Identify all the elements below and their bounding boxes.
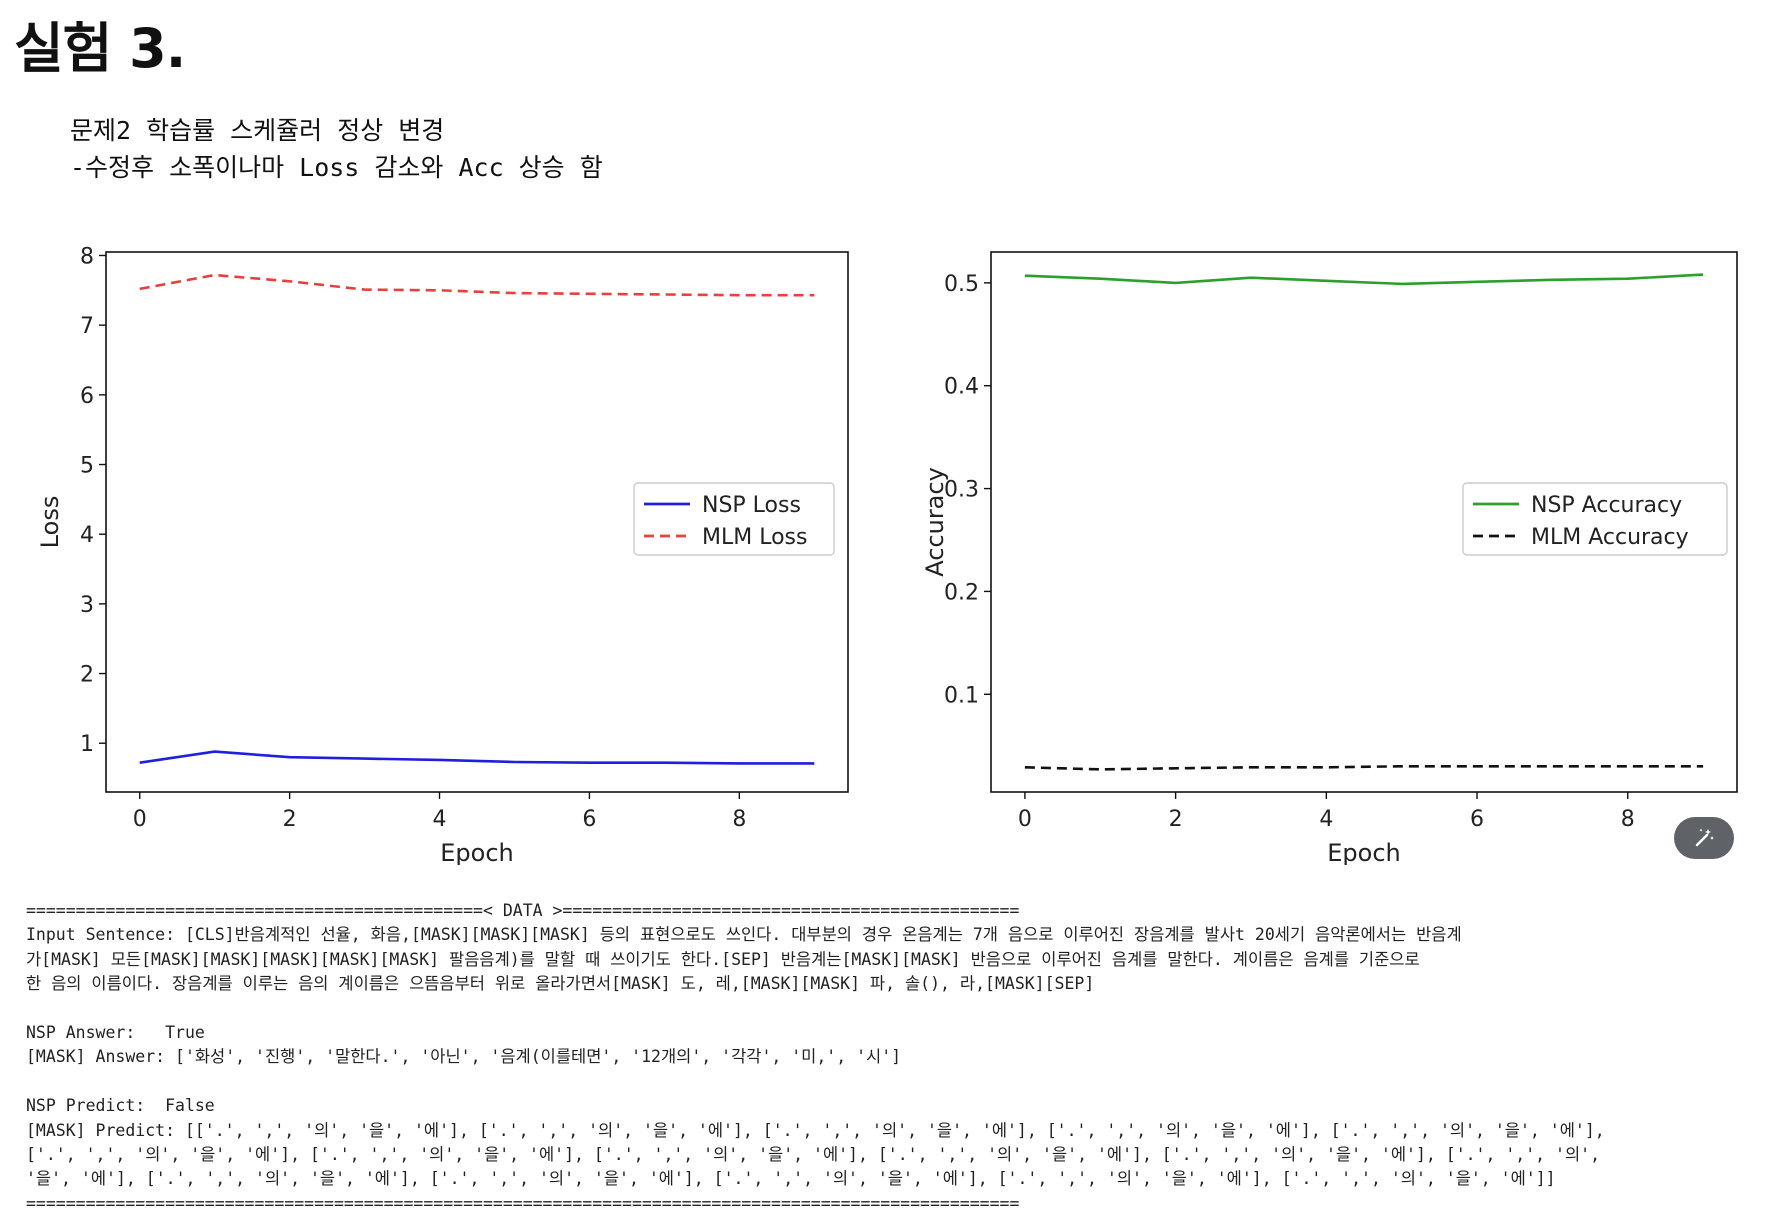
console-line: Input Sentence: [CLS]반음계적인 선율, 화음,[MASK]… bbox=[26, 925, 1462, 945]
legend-entry: MLM Loss bbox=[702, 525, 807, 550]
series-line-nsp-loss bbox=[139, 750, 815, 765]
y-tick-label: 0.5 bbox=[944, 272, 979, 297]
console-line bbox=[26, 997, 1756, 1021]
y-tick-label: 1 bbox=[80, 732, 94, 757]
console-line: ['.', ',', '의', '을', '에'], ['.', ',', '의… bbox=[26, 1144, 1601, 1164]
y-tick-label: 6 bbox=[80, 384, 94, 409]
console-line: ========================================… bbox=[26, 901, 1020, 920]
console-line: '을', '에'], ['.', ',', '의', '을', '에'], ['… bbox=[26, 1169, 1556, 1189]
x-tick-label: 2 bbox=[1169, 807, 1183, 832]
x-tick-label: 8 bbox=[732, 807, 746, 832]
accuracy-chart: 0 2 4 6 8 0.1 0.2 0.3 0.4 0.5 Epoch Accuracy NSP Acc… bbox=[921, 251, 1738, 865]
y-tick-label: 2 bbox=[80, 663, 94, 688]
x-tick-label: 0 bbox=[1018, 807, 1032, 832]
x-tick-label: 0 bbox=[133, 807, 147, 832]
plot-frame bbox=[990, 251, 1738, 793]
note-line-2: -수정후 소폭이나마 Loss 감소와 Acc 상승 함 bbox=[70, 153, 603, 182]
console-output: ========================================… bbox=[26, 899, 1756, 1216]
legend-entry: NSP Accuracy bbox=[1531, 493, 1682, 518]
x-tick-label: 2 bbox=[283, 807, 297, 832]
console-line bbox=[26, 1070, 1756, 1094]
y-tick-label: 8 bbox=[80, 244, 94, 269]
x-tick-label: 4 bbox=[1319, 807, 1333, 832]
console-line: 한 음의 이름이다. 장음계를 이루는 음의 계이름은 으뜸음부터 위로 올라가… bbox=[26, 974, 1095, 994]
loss-chart: 0 2 4 6 8 1 2 3 4 5 6 7 8 Epoch Loss NSP Loss MLM Loss bbox=[36, 244, 849, 865]
y-axis-label: Accuracy bbox=[921, 467, 949, 577]
console-line: [MASK] Answer: ['화성', '진행', '말한다.', '아닌'… bbox=[26, 1047, 902, 1067]
console-line: NSP Predict: False bbox=[26, 1096, 215, 1116]
plot-frame bbox=[105, 251, 849, 793]
y-tick-label: 0.4 bbox=[944, 375, 979, 400]
y-tick-label: 0.3 bbox=[944, 478, 979, 503]
series-line-nsp-accuracy bbox=[1024, 273, 1704, 286]
x-tick-label: 6 bbox=[1470, 807, 1484, 832]
page-title: 실험 3. bbox=[14, 17, 186, 80]
series-line-mlm-accuracy bbox=[1024, 764, 1704, 771]
y-axis-label: Loss bbox=[36, 496, 64, 549]
console-line: NSP Answer: True bbox=[26, 1022, 205, 1042]
legend-box bbox=[1462, 482, 1728, 556]
console-line: 가[MASK] 모든[MASK][MASK][MASK][MASK][MASK]… bbox=[26, 949, 1420, 969]
x-tick-label: 8 bbox=[1621, 807, 1635, 832]
y-tick-label: 5 bbox=[80, 454, 94, 479]
experiment-note: 문제2 학습률 스케쥴러 정상 변경 -수정후 소폭이나마 Loss 감소와 A… bbox=[70, 112, 603, 186]
magic-wand-button[interactable] bbox=[1674, 817, 1734, 859]
y-tick-label: 7 bbox=[80, 314, 94, 339]
y-tick-label: 3 bbox=[80, 593, 94, 618]
console-line: [MASK] Predict: [['.', ',', '의', '을', '에… bbox=[26, 1120, 1605, 1140]
y-tick-label: 0.1 bbox=[944, 683, 979, 708]
x-axis-label: Epoch bbox=[440, 839, 514, 865]
x-axis-label: Epoch bbox=[1327, 839, 1401, 865]
console-line: ========================================… bbox=[26, 1193, 1020, 1213]
x-tick-label: 6 bbox=[582, 807, 596, 832]
legend-entry: NSP Loss bbox=[702, 493, 801, 518]
series-line-mlm-loss bbox=[139, 273, 815, 297]
y-tick-label: 0.2 bbox=[944, 580, 979, 605]
legend-entry: MLM Accuracy bbox=[1531, 525, 1689, 550]
y-tick-label: 4 bbox=[80, 523, 94, 548]
magic-wand-icon bbox=[1695, 828, 1714, 847]
x-tick-label: 4 bbox=[433, 807, 447, 832]
note-line-1: 문제2 학습률 스케쥴러 정상 변경 bbox=[70, 116, 445, 145]
